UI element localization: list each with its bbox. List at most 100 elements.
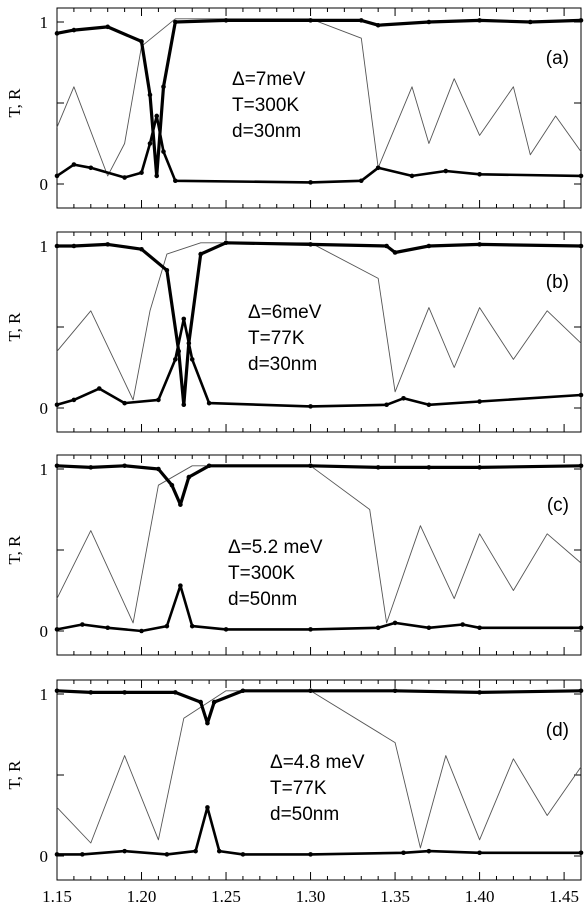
data-point-reflectivity bbox=[426, 465, 432, 470]
panel-annotation: T=300K bbox=[232, 95, 299, 116]
data-point-transmission bbox=[477, 171, 482, 177]
data-point-transmission bbox=[578, 173, 584, 179]
data-point-reflectivity bbox=[161, 84, 166, 90]
data-point-reflectivity bbox=[169, 482, 175, 488]
data-point-reflectivity bbox=[54, 31, 60, 36]
panel-annotation: T=77K bbox=[248, 328, 305, 349]
panel-a: 0 1 T, R Δ=7meV T=300K d=30nm (a) bbox=[5, 7, 584, 209]
data-point-reflectivity bbox=[477, 465, 482, 470]
panel-label: (c) bbox=[547, 495, 569, 516]
data-point-transmission bbox=[358, 178, 364, 184]
measured-transmission bbox=[56, 317, 582, 408]
data-point-transmission bbox=[477, 850, 482, 856]
data-point-reflectivity bbox=[122, 463, 127, 469]
data-point-transmission bbox=[154, 113, 160, 119]
data-point-transmission bbox=[105, 625, 111, 631]
data-point-reflectivity bbox=[156, 466, 161, 472]
panel-annotation: Δ=7meV bbox=[232, 69, 306, 90]
y-tick-label: 0 bbox=[40, 622, 49, 641]
data-point-transmission bbox=[178, 583, 183, 588]
data-point-reflectivity bbox=[122, 690, 127, 695]
calculated-curve bbox=[56, 690, 582, 849]
data-point-transmission bbox=[147, 141, 153, 146]
data-point-transmission bbox=[161, 149, 166, 154]
data-point-transmission bbox=[578, 625, 584, 631]
data-point-transmission bbox=[392, 620, 398, 626]
data-point-reflectivity bbox=[186, 474, 192, 480]
data-point-reflectivity bbox=[105, 24, 111, 30]
data-point-reflectivity bbox=[375, 465, 381, 470]
data-point-transmission bbox=[426, 402, 432, 408]
y-tick-label: 1 bbox=[40, 237, 49, 256]
data-point-transmission bbox=[122, 400, 127, 406]
dashed-fit-reflectivity bbox=[57, 242, 582, 405]
calculated-curve bbox=[56, 465, 582, 624]
data-point-transmission bbox=[80, 622, 85, 627]
measured-reflectivity bbox=[57, 241, 582, 407]
data-point-transmission bbox=[401, 395, 406, 401]
y-tick-label: 0 bbox=[40, 399, 49, 418]
data-point-reflectivity bbox=[147, 92, 153, 98]
data-point-transmission bbox=[443, 168, 449, 174]
panel-frame bbox=[56, 679, 582, 881]
data-point-reflectivity bbox=[88, 690, 94, 695]
panel-annotation: d=50nm bbox=[228, 589, 297, 610]
panel-label: (d) bbox=[546, 720, 569, 741]
y-tick-label: 0 bbox=[40, 847, 49, 866]
data-point-reflectivity bbox=[54, 463, 60, 469]
data-point-reflectivity bbox=[240, 688, 246, 694]
data-point-transmission bbox=[460, 622, 465, 627]
data-point-transmission bbox=[122, 175, 127, 180]
y-tick-label: 0 bbox=[40, 175, 49, 194]
data-point-transmission bbox=[54, 173, 60, 179]
data-point-reflectivity bbox=[477, 242, 482, 247]
calculated-curve bbox=[56, 18, 582, 177]
data-point-reflectivity bbox=[176, 349, 182, 354]
data-point-transmission bbox=[409, 173, 415, 179]
data-point-transmission bbox=[308, 404, 313, 409]
data-point-transmission bbox=[189, 357, 195, 362]
data-point-transmission bbox=[426, 625, 432, 631]
data-point-reflectivity bbox=[54, 688, 60, 694]
data-point-reflectivity bbox=[54, 243, 60, 249]
data-point-transmission bbox=[164, 623, 170, 629]
data-point-transmission bbox=[54, 627, 60, 632]
panel-annotation: d=30nm bbox=[248, 354, 317, 375]
data-point-reflectivity bbox=[527, 19, 533, 25]
data-point-reflectivity bbox=[477, 690, 482, 695]
data-point-reflectivity bbox=[477, 18, 482, 23]
data-point-reflectivity bbox=[164, 268, 170, 273]
panel-annotation: Δ=4.8 meV bbox=[270, 752, 365, 773]
data-point-transmission bbox=[181, 316, 187, 322]
data-point-transmission bbox=[308, 180, 313, 185]
data-point-transmission bbox=[308, 852, 313, 857]
calculated-curve bbox=[56, 242, 582, 401]
panel-annotation: Δ=6meV bbox=[248, 302, 322, 323]
data-point-reflectivity bbox=[154, 173, 160, 179]
data-point-reflectivity bbox=[223, 240, 229, 246]
data-point-reflectivity bbox=[173, 690, 178, 695]
data-point-reflectivity bbox=[308, 688, 313, 694]
data-point-transmission bbox=[139, 628, 144, 634]
data-point-transmission bbox=[88, 165, 94, 171]
data-point-transmission bbox=[122, 848, 127, 854]
data-point-transmission bbox=[578, 392, 584, 398]
panel-c: 0 1 T, R Δ=5.2 meV T=300K d=50nm (c) bbox=[5, 454, 584, 656]
panel-label: (b) bbox=[546, 272, 569, 293]
y-axis-label: T, R bbox=[5, 312, 24, 342]
data-point-reflectivity bbox=[186, 340, 192, 346]
data-point-reflectivity bbox=[392, 688, 398, 694]
data-point-transmission bbox=[375, 625, 381, 631]
data-point-transmission bbox=[173, 357, 178, 362]
y-axis-label: T, R bbox=[5, 760, 24, 790]
data-point-transmission bbox=[477, 625, 482, 631]
panel-frame bbox=[56, 7, 582, 209]
data-point-reflectivity bbox=[578, 18, 584, 23]
data-point-transmission bbox=[54, 402, 60, 408]
data-point-reflectivity bbox=[578, 243, 584, 249]
panel-annotation: d=30nm bbox=[232, 121, 301, 142]
dashed-fit-transmission bbox=[56, 115, 582, 183]
data-point-transmission bbox=[189, 623, 195, 629]
data-point-reflectivity bbox=[375, 22, 381, 28]
